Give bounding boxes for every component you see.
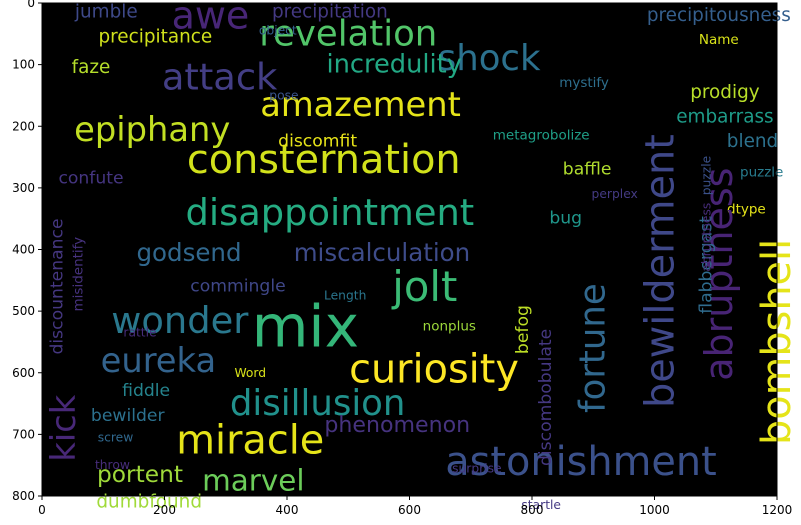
word-attack: attack xyxy=(162,55,278,98)
word-mystify: mystify xyxy=(559,75,609,91)
x-tick-label: 400 xyxy=(276,503,299,517)
word-bewilder: bewilder xyxy=(91,406,166,426)
word-jolt: jolt xyxy=(391,262,457,311)
word-jumble: jumble xyxy=(74,2,138,23)
word-metagrobolize: metagrobolize xyxy=(493,127,590,143)
word-dtype: dtype xyxy=(727,201,766,217)
y-tick-label: 800 xyxy=(12,489,35,503)
x-tick-label: 800 xyxy=(521,503,544,517)
word-screw: screw xyxy=(98,430,134,444)
word-startle: startle xyxy=(521,498,561,512)
word-commingle: commingle xyxy=(190,276,285,296)
word-phenomenon: phenomenon xyxy=(324,412,470,438)
y-tick-label: 600 xyxy=(12,366,35,380)
word-disappointment: disappointment xyxy=(186,191,475,234)
word-consternation: consternation xyxy=(187,137,461,183)
word-fortune: fortune xyxy=(573,283,614,413)
word-epiphany: epiphany xyxy=(74,110,230,149)
word-abruptness: abruptness xyxy=(700,203,714,272)
word-bug: bug xyxy=(549,209,582,229)
word-name: Name xyxy=(699,32,739,48)
word-pose: pose xyxy=(269,88,298,102)
y-tick-label: 500 xyxy=(12,304,35,318)
word-wonder: wonder xyxy=(111,299,249,342)
word-shock: shock xyxy=(438,38,541,79)
word-prodigy: prodigy xyxy=(690,82,760,103)
word-befog: befog xyxy=(513,305,533,354)
y-tick-label: 300 xyxy=(12,181,35,195)
word-portent: portent xyxy=(97,461,183,488)
word-surprise: surprise xyxy=(452,461,502,475)
x-tick-label: 600 xyxy=(398,503,421,517)
word-discomfit: discomfit xyxy=(278,132,357,152)
word-misidentify: misidentify xyxy=(71,237,87,312)
word-puzzle: puzzle xyxy=(740,164,783,180)
word-eureka: eureka xyxy=(101,341,216,380)
y-axis: 0 100 200 300 400 500 600 700 800 xyxy=(12,0,42,503)
word-faze: faze xyxy=(72,57,111,78)
word-astonishment: astonishment xyxy=(445,439,716,485)
word-disillusion: disillusion xyxy=(230,383,406,424)
word-miracle: miracle xyxy=(176,418,324,464)
word-confute: confute xyxy=(58,169,123,189)
word-bewilderment: bewilderment xyxy=(638,134,684,408)
word-amazement: amazement xyxy=(260,85,461,124)
word-flabbergast: flabbergast xyxy=(697,216,717,314)
y-tick-label: 200 xyxy=(12,119,35,133)
word-kick: kick xyxy=(44,394,83,461)
word-length: Length xyxy=(324,289,366,303)
y-tick-label: 0 xyxy=(27,0,35,10)
y-tick-label: 100 xyxy=(12,58,35,72)
x-tick-label: 200 xyxy=(153,503,176,517)
word-object: object xyxy=(259,24,297,38)
word-rattle: rattle xyxy=(123,326,156,340)
word-baffle: baffle xyxy=(563,159,612,179)
word-precipitation: precipitation xyxy=(272,2,388,23)
word-discountenance: discountenance xyxy=(47,218,67,354)
x-axis: 0 200 400 600 800 1000 1200 xyxy=(38,496,792,517)
x-tick-label: 0 xyxy=(38,503,46,517)
y-tick-label: 400 xyxy=(12,243,35,257)
word-abruptness: abruptness xyxy=(697,168,741,381)
word-perplex: perplex xyxy=(592,187,638,201)
word-godsend: godsend xyxy=(136,238,241,267)
word-discombobulate: discombobulate xyxy=(536,329,556,466)
word-curiosity: curiosity xyxy=(349,347,519,393)
word-revelation: revelation xyxy=(259,13,437,54)
word-dumbfound: dumbfound xyxy=(96,492,202,513)
word-throw: throw xyxy=(95,458,130,472)
x-tick-label: 1200 xyxy=(762,503,793,517)
word-fiddle: fiddle xyxy=(122,381,170,401)
y-tick-label: 700 xyxy=(12,427,35,441)
word-puzzle: puzzle xyxy=(700,156,714,196)
word-awe: awe xyxy=(172,0,250,37)
word-blend: blend xyxy=(727,131,778,152)
word-precipitousness: precipitousness xyxy=(647,5,791,26)
word-mix: mix xyxy=(252,293,359,361)
plot-background xyxy=(42,3,777,496)
word-word: Word xyxy=(234,366,266,380)
word-nonplus: nonplus xyxy=(423,319,476,335)
word-embarrass: embarrass xyxy=(676,107,773,128)
word-precipitance: precipitance xyxy=(98,26,212,47)
word-incredulity: incredulity xyxy=(326,50,461,80)
x-tick-label: 1000 xyxy=(639,503,670,517)
word-miscalculation: miscalculation xyxy=(294,238,470,267)
word-marvel: marvel xyxy=(202,464,304,498)
